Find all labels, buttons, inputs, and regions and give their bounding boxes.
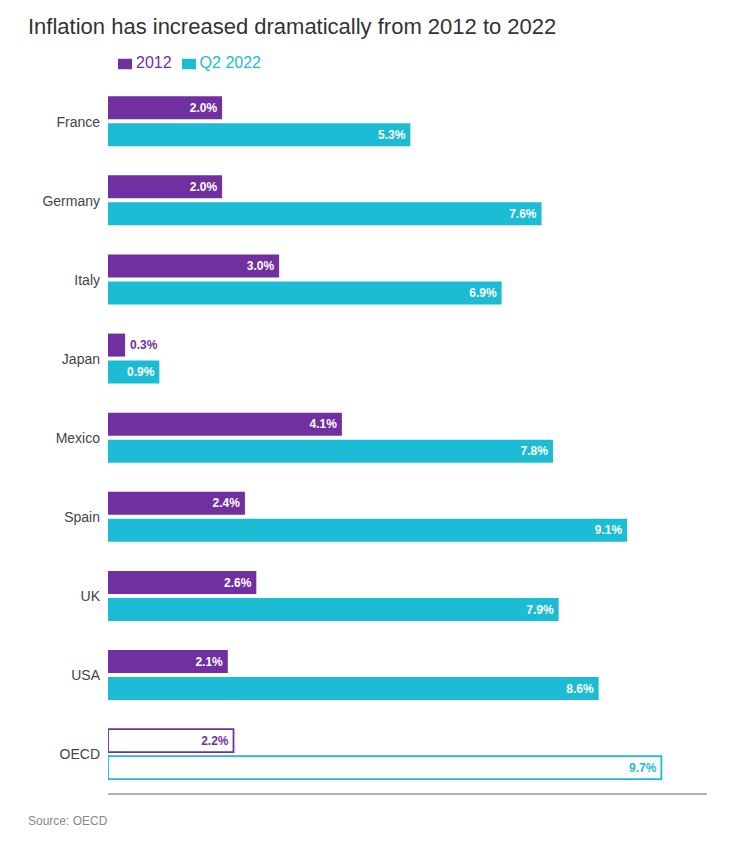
svg-text:Germany: Germany bbox=[42, 193, 100, 209]
svg-text:OECD: OECD bbox=[60, 746, 100, 762]
svg-text:2.6%: 2.6% bbox=[224, 576, 252, 590]
svg-text:2.0%: 2.0% bbox=[190, 101, 218, 115]
html-text:Q2 2022: Q2 2022 bbox=[199, 54, 261, 71]
svg-text:5.3%: 5.3% bbox=[378, 128, 406, 142]
svg-text:7.8%: 7.8% bbox=[521, 444, 549, 458]
svg-text:6.9%: 6.9% bbox=[469, 286, 497, 300]
svg-text:Spain: Spain bbox=[64, 509, 100, 525]
svg-text:9.1%: 9.1% bbox=[595, 523, 623, 537]
html-text:Source: OECD: Source: OECD bbox=[28, 814, 108, 828]
svg-text:9.7%: 9.7% bbox=[629, 761, 657, 775]
svg-text:0.3%: 0.3% bbox=[130, 338, 158, 352]
svg-text:0.9%: 0.9% bbox=[127, 365, 155, 379]
svg-text:2.4%: 2.4% bbox=[213, 496, 241, 510]
svg-text:France: France bbox=[56, 114, 100, 130]
svg-text:Japan: Japan bbox=[62, 351, 100, 367]
svg-text:7.6%: 7.6% bbox=[509, 207, 537, 221]
svg-text:7.9%: 7.9% bbox=[526, 603, 554, 617]
svg-text:2.1%: 2.1% bbox=[195, 655, 223, 669]
html-text:Inflation has increased dramat: Inflation has increased dramatically fro… bbox=[28, 14, 557, 39]
svg-text:4.1%: 4.1% bbox=[310, 417, 338, 431]
svg-text:2.0%: 2.0% bbox=[190, 180, 218, 194]
svg-text:8.6%: 8.6% bbox=[566, 682, 594, 696]
svg-text:USA: USA bbox=[71, 667, 100, 683]
svg-text:2.2%: 2.2% bbox=[201, 734, 229, 748]
svg-text:3.0%: 3.0% bbox=[247, 259, 275, 273]
svg-text:UK: UK bbox=[81, 588, 101, 604]
svg-text:Mexico: Mexico bbox=[56, 430, 101, 446]
svg-text:Italy: Italy bbox=[74, 272, 100, 288]
html-text:2012: 2012 bbox=[136, 54, 172, 71]
